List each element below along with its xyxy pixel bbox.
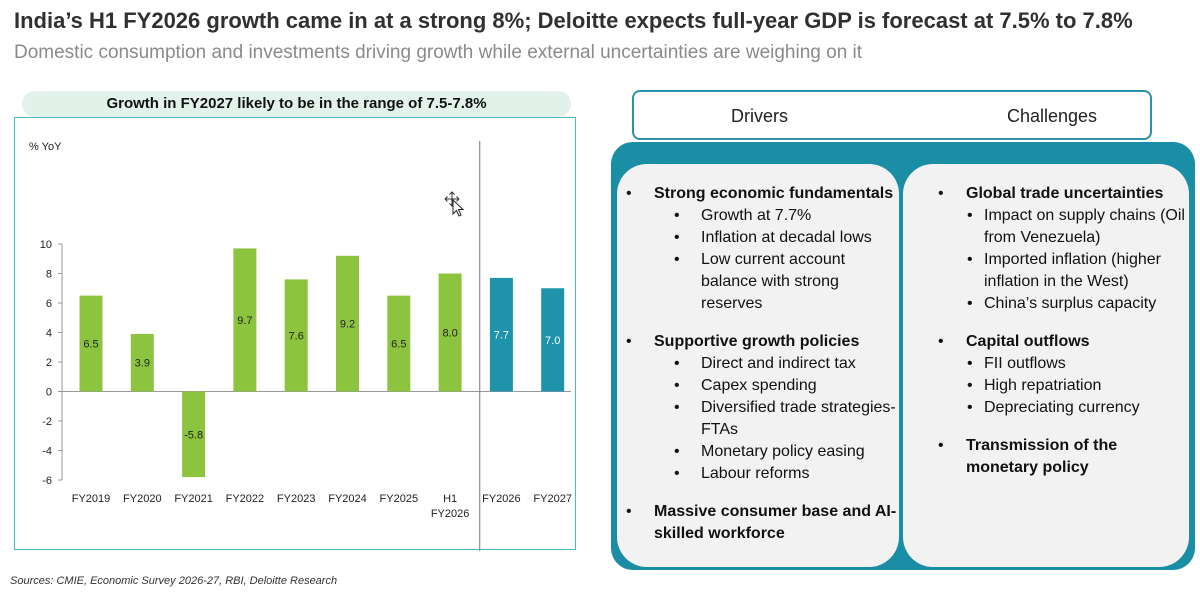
page-subtitle: Domestic consumption and investments dri… bbox=[14, 42, 863, 63]
move-cursor-icon bbox=[443, 190, 465, 218]
bullet-sub: Depreciating currency bbox=[903, 397, 1189, 419]
bullet-main: Global trade uncertainties bbox=[903, 183, 1189, 205]
bullet-sub: Low current account balance with strong … bbox=[617, 249, 899, 315]
bar-fy2025 bbox=[387, 295, 411, 392]
drivers-challenges-header: Drivers Challenges bbox=[632, 90, 1152, 140]
bar-h1-fy2026 bbox=[438, 273, 462, 392]
challenges-panel: Global trade uncertaintiesImpact on supp… bbox=[903, 164, 1189, 567]
bar-fy2019 bbox=[79, 295, 103, 392]
bullet-sub: Inflation at decadal lows bbox=[617, 227, 899, 249]
x-tick-label: FY2026 bbox=[482, 493, 521, 505]
bullet-sub: Direct and indirect tax bbox=[617, 353, 899, 375]
data-label: 9.7 bbox=[237, 315, 252, 327]
y-tick-label: 2 bbox=[46, 357, 52, 369]
bullet-sub: Capex spending bbox=[617, 375, 899, 397]
x-tick-label: H1 FY2026 bbox=[431, 493, 470, 520]
y-tick-label: -4 bbox=[42, 446, 52, 458]
x-tick-label: FY2022 bbox=[226, 493, 265, 505]
y-tick-label: 6 bbox=[46, 298, 52, 310]
y-tick-label: -6 bbox=[42, 475, 52, 487]
x-tick-label: FY2019 bbox=[72, 493, 111, 505]
bar-fy2022 bbox=[233, 248, 257, 392]
bullet-main: Transmission of the monetary policy bbox=[903, 435, 1189, 479]
page-title: India’s H1 FY2026 growth came in at a st… bbox=[14, 8, 1133, 33]
bar-fy2023 bbox=[284, 279, 308, 392]
y-tick-label: 10 bbox=[40, 239, 52, 251]
x-tick-label: FY2025 bbox=[380, 493, 419, 505]
x-tick-label: FY2023 bbox=[277, 493, 316, 505]
data-label: 7.6 bbox=[289, 330, 304, 342]
bar-fy2027 bbox=[541, 288, 565, 392]
x-tick-label: FY2020 bbox=[123, 493, 162, 505]
bullet-sub: FII outflows bbox=[903, 353, 1189, 375]
challenges-list: Global trade uncertaintiesImpact on supp… bbox=[903, 164, 1189, 479]
x-tick-label: FY2021 bbox=[174, 493, 213, 505]
data-label: 7.7 bbox=[494, 330, 509, 342]
y-tick-label: 8 bbox=[46, 269, 52, 281]
gdp-growth-chart: % YoY -6 -4 -2 0 2 4 6 8 10 6.5 FY2019 3.9 FY2020 -5.8… bbox=[29, 141, 572, 551]
y-tick-label: 0 bbox=[46, 387, 52, 399]
y-tick-label: -2 bbox=[42, 416, 52, 428]
bullet-main: Massive consumer base and AI-skilled wor… bbox=[617, 501, 899, 545]
bullet-sub: China’s surplus capacity bbox=[903, 293, 1189, 315]
data-label: 3.9 bbox=[135, 358, 150, 370]
data-label: -5.8 bbox=[184, 429, 203, 441]
drivers-panel: Strong economic fundamentalsGrowth at 7.… bbox=[617, 164, 899, 567]
challenges-heading: Challenges bbox=[1007, 106, 1098, 126]
bullet-main: Strong economic fundamentals bbox=[617, 183, 899, 205]
bar-fy2026 bbox=[489, 277, 513, 392]
chart-frame: % YoY -6 -4 -2 0 2 4 6 8 10 6.5 FY2019 3.9 FY2020 -5.8… bbox=[14, 117, 576, 551]
bar-fy2020 bbox=[130, 333, 154, 392]
x-tick-label: FY2024 bbox=[328, 493, 367, 505]
data-label: 9.2 bbox=[340, 319, 355, 331]
data-label: 7.0 bbox=[545, 335, 560, 347]
y-tick-label: 4 bbox=[46, 328, 52, 340]
data-label: 6.5 bbox=[83, 339, 98, 351]
bar-fy2021 bbox=[182, 391, 206, 478]
bullet-sub: High repatriation bbox=[903, 375, 1189, 397]
bullet-sub: Monetary policy easing bbox=[617, 441, 899, 463]
bullet-main: Supportive growth policies bbox=[617, 331, 899, 353]
bullet-sub: Labour reforms bbox=[617, 463, 899, 485]
data-label: 8.0 bbox=[442, 328, 457, 340]
drivers-heading: Drivers bbox=[731, 106, 788, 126]
bar-fy2024 bbox=[336, 255, 359, 392]
y-axis-label: % YoY bbox=[29, 141, 62, 153]
drivers-list: Strong economic fundamentalsGrowth at 7.… bbox=[617, 164, 899, 545]
bullet-sub: Imported inflation (higher inflation in … bbox=[903, 249, 1189, 293]
source-note: Sources: CMIE, Economic Survey 2026-27, … bbox=[10, 575, 338, 587]
chart-title: Growth in FY2027 likely to be in the ran… bbox=[22, 91, 571, 117]
bullet-sub: Growth at 7.7% bbox=[617, 205, 899, 227]
bullet-main: Capital outflows bbox=[903, 331, 1189, 353]
bullet-sub: Impact on supply chains (Oil from Venezu… bbox=[903, 205, 1189, 249]
data-label: 6.5 bbox=[391, 339, 406, 351]
x-tick-label: FY2027 bbox=[533, 493, 572, 505]
bullet-sub: Diversified trade strategies- FTAs bbox=[617, 397, 899, 441]
